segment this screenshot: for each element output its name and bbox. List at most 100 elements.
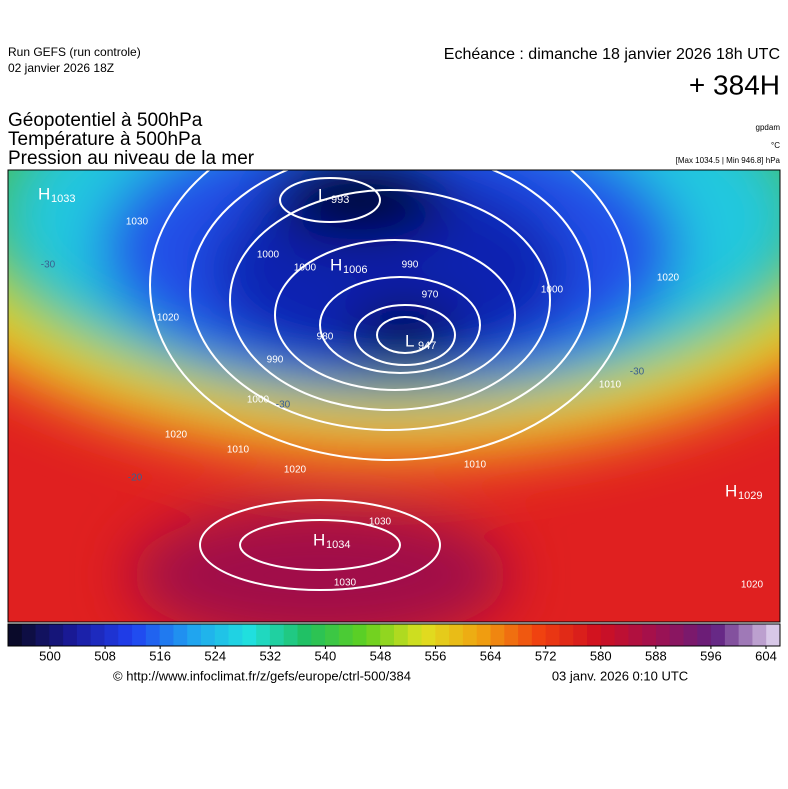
colorbar-cell <box>669 624 684 646</box>
isobar-label: 1020 <box>657 273 680 284</box>
isobar-label: 1020 <box>741 580 764 591</box>
colorbar-cell <box>76 624 92 646</box>
unit: °C <box>771 141 780 150</box>
pressure-center-letter: H <box>313 530 325 549</box>
colorbar-tick-label: 556 <box>425 648 447 663</box>
colorbar-cell <box>352 624 367 646</box>
pressure-center-letter: H <box>725 481 737 500</box>
colorbar-cell <box>462 624 478 646</box>
colorbar-cell <box>173 624 188 646</box>
colorbar-cell <box>766 624 781 646</box>
colorbar-cell <box>49 624 64 646</box>
colorbar-cell <box>132 624 147 646</box>
colorbar-tick-label: 580 <box>590 648 612 663</box>
colorbar-cell <box>421 624 436 646</box>
colorbar-cell <box>394 624 409 646</box>
colorbar-cell <box>683 624 698 646</box>
pressure-center-letter: H <box>38 184 50 203</box>
map-frame <box>7 169 781 623</box>
colorbar-tick-label: 564 <box>480 648 502 663</box>
colorbar-cell <box>256 624 271 646</box>
colorbar-cell <box>325 624 340 646</box>
isobar-label: 1030 <box>369 517 392 528</box>
colorbar-cell <box>366 624 381 646</box>
colorbar-cell <box>545 624 560 646</box>
isobar-label: 1020 <box>165 430 188 441</box>
pressure-center-value: 1033 <box>51 193 75 205</box>
colorbar-cell <box>118 624 133 646</box>
colorbar-cell <box>311 624 326 646</box>
colorbar-cell <box>476 624 491 646</box>
colorbar-cell <box>490 624 505 646</box>
run: Run GEFS (run controle) <box>8 45 141 59</box>
isobar-label: 1000 <box>541 285 564 296</box>
colorbar-cell <box>697 624 712 646</box>
colorbar-frame <box>7 623 781 647</box>
colorbar-tick-label: 540 <box>315 648 337 663</box>
colorbar-cell <box>573 624 588 646</box>
temperature-label: -20 <box>128 473 143 484</box>
colorbar-tick-label: 604 <box>755 648 777 663</box>
isobar-label: 1020 <box>157 313 180 324</box>
pressure-center-letter: L <box>405 331 414 350</box>
isobar-label: 1010 <box>599 380 622 391</box>
temperature-label: -30 <box>276 400 291 411</box>
isobar-label: 990 <box>402 260 419 271</box>
colorbar-cell <box>8 624 23 646</box>
title: Géopotentiel à 500hPa <box>8 110 203 131</box>
colorbar-cell <box>435 624 450 646</box>
colorbar-cell <box>407 624 423 646</box>
isobar-label: 1020 <box>284 465 307 476</box>
source-url: © http://www.infoclimat.fr/z/gefs/europe… <box>113 668 411 683</box>
colorbar-cell <box>559 624 574 646</box>
unit: gpdam <box>756 123 781 132</box>
colorbar-cell <box>380 624 395 646</box>
isobar-label: 1010 <box>227 445 250 456</box>
colorbar-cell <box>297 624 312 646</box>
pressure-center-value: 993 <box>331 194 349 206</box>
colorbar-cell <box>655 624 671 646</box>
isobar-label: 980 <box>317 332 334 343</box>
colorbar-tick-label: 500 <box>39 648 61 663</box>
colorbar-tick-label: 524 <box>204 648 226 663</box>
temperature-label: -30 <box>630 367 645 378</box>
map-field <box>8 170 780 622</box>
colorbar-cell <box>35 624 50 646</box>
colorbar-cell <box>628 624 643 646</box>
colorbar-cell <box>587 624 602 646</box>
pressure-center-value: 1006 <box>343 264 367 276</box>
isobar-label: 1030 <box>334 578 357 589</box>
colorbar-tick-label: 532 <box>259 648 281 663</box>
colorbar-cell <box>242 624 257 646</box>
lead-time: + 384H <box>689 69 780 100</box>
isobar-label: 1000 <box>294 263 317 274</box>
pressure-center-letter: L <box>318 185 327 204</box>
isobar-label: 990 <box>267 355 284 366</box>
colorbar-tick-label: 508 <box>94 648 116 663</box>
temperature-label: -30 <box>41 260 56 271</box>
isobar-label: 1000 <box>247 395 270 406</box>
pressure-center-letter: H <box>330 255 342 274</box>
isobar-label: 970 <box>422 290 439 301</box>
colorbar-cell <box>600 624 616 646</box>
colorbar-cell <box>738 624 753 646</box>
colorbar-cell <box>338 624 354 646</box>
title: Pression au niveau de la mer <box>8 148 255 169</box>
colorbar-cell <box>63 624 78 646</box>
timestamp: 03 janv. 2026 0:10 UTC <box>552 668 688 683</box>
colorbar-cell <box>145 624 161 646</box>
isobar-label: 1000 <box>257 250 280 261</box>
colorbar: 500 508 516 524 532 540 548 556 564 572 580 588 596 6… <box>7 623 781 663</box>
echeance: Echéance : dimanche 18 janvier 2026 18h … <box>444 46 780 63</box>
colorbar-cell <box>214 624 230 646</box>
colorbar-cell <box>159 624 174 646</box>
colorbar-tick-label: 596 <box>700 648 722 663</box>
colorbar-cell <box>90 624 105 646</box>
isobar-label: 1030 <box>126 217 149 228</box>
pressure-center-value: 1034 <box>326 539 350 551</box>
colorbar-cell <box>228 624 243 646</box>
colorbar-cell <box>504 624 519 646</box>
pressure-center-value: 947 <box>418 340 436 352</box>
